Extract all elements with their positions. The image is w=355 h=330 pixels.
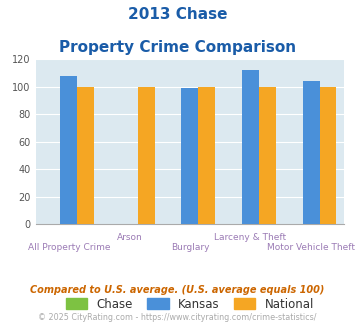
Text: Compared to U.S. average. (U.S. average equals 100): Compared to U.S. average. (U.S. average …: [30, 285, 325, 295]
Bar: [259, 87, 276, 224]
Text: Larceny & Theft: Larceny & Theft: [214, 233, 286, 242]
Text: Burglary: Burglary: [171, 243, 209, 251]
Bar: [60, 76, 77, 224]
Text: © 2025 CityRating.com - https://www.cityrating.com/crime-statistics/: © 2025 CityRating.com - https://www.city…: [38, 314, 317, 322]
Bar: [302, 82, 320, 224]
Text: Arson: Arson: [116, 233, 142, 242]
Text: Property Crime Comparison: Property Crime Comparison: [59, 40, 296, 54]
Bar: [242, 70, 259, 224]
Bar: [181, 88, 198, 224]
Bar: [138, 87, 155, 224]
Legend: Chase, Kansas, National: Chase, Kansas, National: [61, 293, 318, 315]
Bar: [77, 87, 94, 224]
Text: All Property Crime: All Property Crime: [28, 243, 110, 251]
Text: 2013 Chase: 2013 Chase: [128, 7, 227, 21]
Bar: [198, 87, 215, 224]
Bar: [320, 87, 337, 224]
Text: Motor Vehicle Theft: Motor Vehicle Theft: [267, 243, 355, 251]
